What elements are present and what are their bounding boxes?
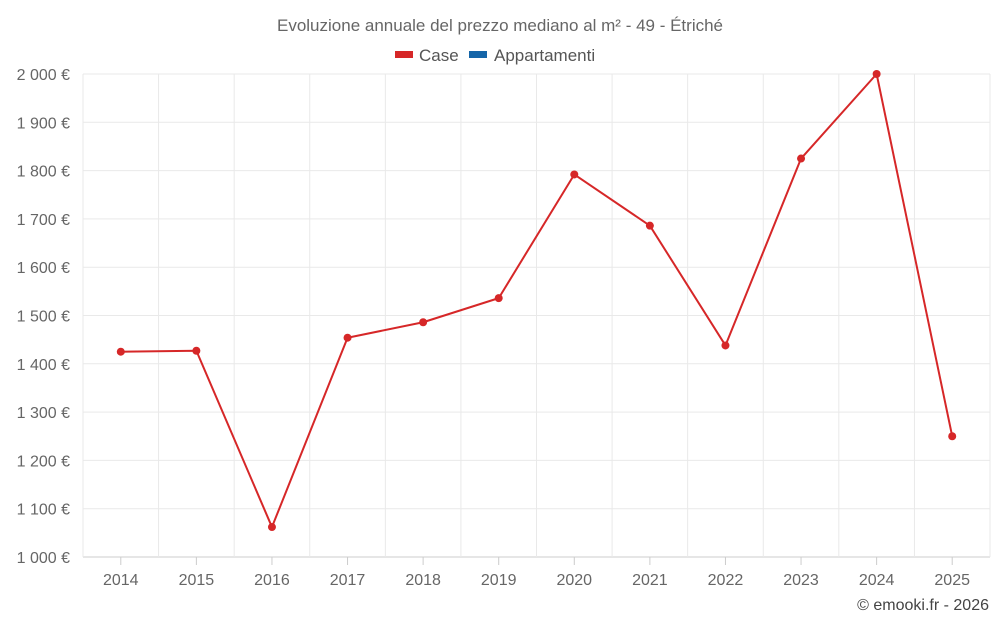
x-axis-tick-labels: 2014 2015 2016 2017 2018 2019 2020 2021 2022 2023… bbox=[103, 557, 970, 589]
data-point[interactable] bbox=[494, 294, 503, 303]
legend-label-appartamenti: Appartamenti bbox=[494, 46, 595, 65]
data-point[interactable] bbox=[570, 170, 579, 179]
x-tick-label: 2025 bbox=[934, 572, 970, 589]
x-tick-label: 2018 bbox=[405, 572, 441, 589]
data-point[interactable] bbox=[872, 70, 881, 78]
data-point[interactable] bbox=[645, 221, 654, 230]
y-axis-tick-labels: 1 000 € 1 100 € 1 200 € 1 300 € 1 400 € 1 500… bbox=[17, 67, 70, 567]
x-tick-label: 2016 bbox=[254, 572, 290, 589]
legend-swatch-case bbox=[395, 51, 413, 58]
y-tick-label: 1 200 € bbox=[17, 453, 70, 470]
x-tick-label: 2020 bbox=[556, 572, 592, 589]
legend-label-case: Case bbox=[419, 46, 459, 65]
y-tick-label: 1 800 € bbox=[17, 164, 70, 181]
y-tick-label: 1 000 € bbox=[17, 550, 70, 567]
data-point[interactable] bbox=[343, 333, 352, 342]
y-tick-label: 1 300 € bbox=[17, 405, 70, 422]
chart-title: Evoluzione annuale del prezzo mediano al… bbox=[277, 16, 723, 35]
x-tick-label: 2019 bbox=[481, 572, 517, 589]
y-tick-label: 1 500 € bbox=[17, 309, 70, 326]
series-case bbox=[116, 70, 957, 532]
credit-text: © emooki.fr - 2026 bbox=[857, 597, 989, 614]
y-tick-label: 1 700 € bbox=[17, 212, 70, 229]
data-point[interactable] bbox=[419, 318, 428, 327]
legend-item-case[interactable]: Case bbox=[395, 46, 459, 65]
data-point[interactable] bbox=[267, 523, 276, 532]
y-tick-label: 1 100 € bbox=[17, 502, 70, 519]
legend-swatch-appartamenti bbox=[469, 51, 487, 58]
x-tick-label: 2022 bbox=[708, 572, 744, 589]
data-point[interactable] bbox=[948, 432, 957, 441]
y-tick-label: 1 400 € bbox=[17, 357, 70, 374]
data-point[interactable] bbox=[192, 346, 201, 355]
x-tick-label: 2023 bbox=[783, 572, 819, 589]
x-tick-label: 2014 bbox=[103, 572, 139, 589]
x-tick-label: 2021 bbox=[632, 572, 668, 589]
data-point[interactable] bbox=[116, 347, 125, 356]
x-tick-label: 2024 bbox=[859, 572, 895, 589]
y-tick-label: 2 000 € bbox=[17, 67, 70, 84]
data-point[interactable] bbox=[721, 341, 730, 350]
y-tick-label: 1 600 € bbox=[17, 260, 70, 277]
x-tick-label: 2015 bbox=[179, 572, 215, 589]
legend: Case Appartamenti bbox=[395, 46, 595, 65]
data-point[interactable] bbox=[797, 154, 806, 163]
series-line bbox=[120, 73, 954, 529]
y-tick-label: 1 900 € bbox=[17, 115, 70, 132]
x-tick-label: 2017 bbox=[330, 572, 366, 589]
grid bbox=[82, 73, 991, 558]
legend-item-appartamenti[interactable]: Appartamenti bbox=[469, 46, 595, 65]
